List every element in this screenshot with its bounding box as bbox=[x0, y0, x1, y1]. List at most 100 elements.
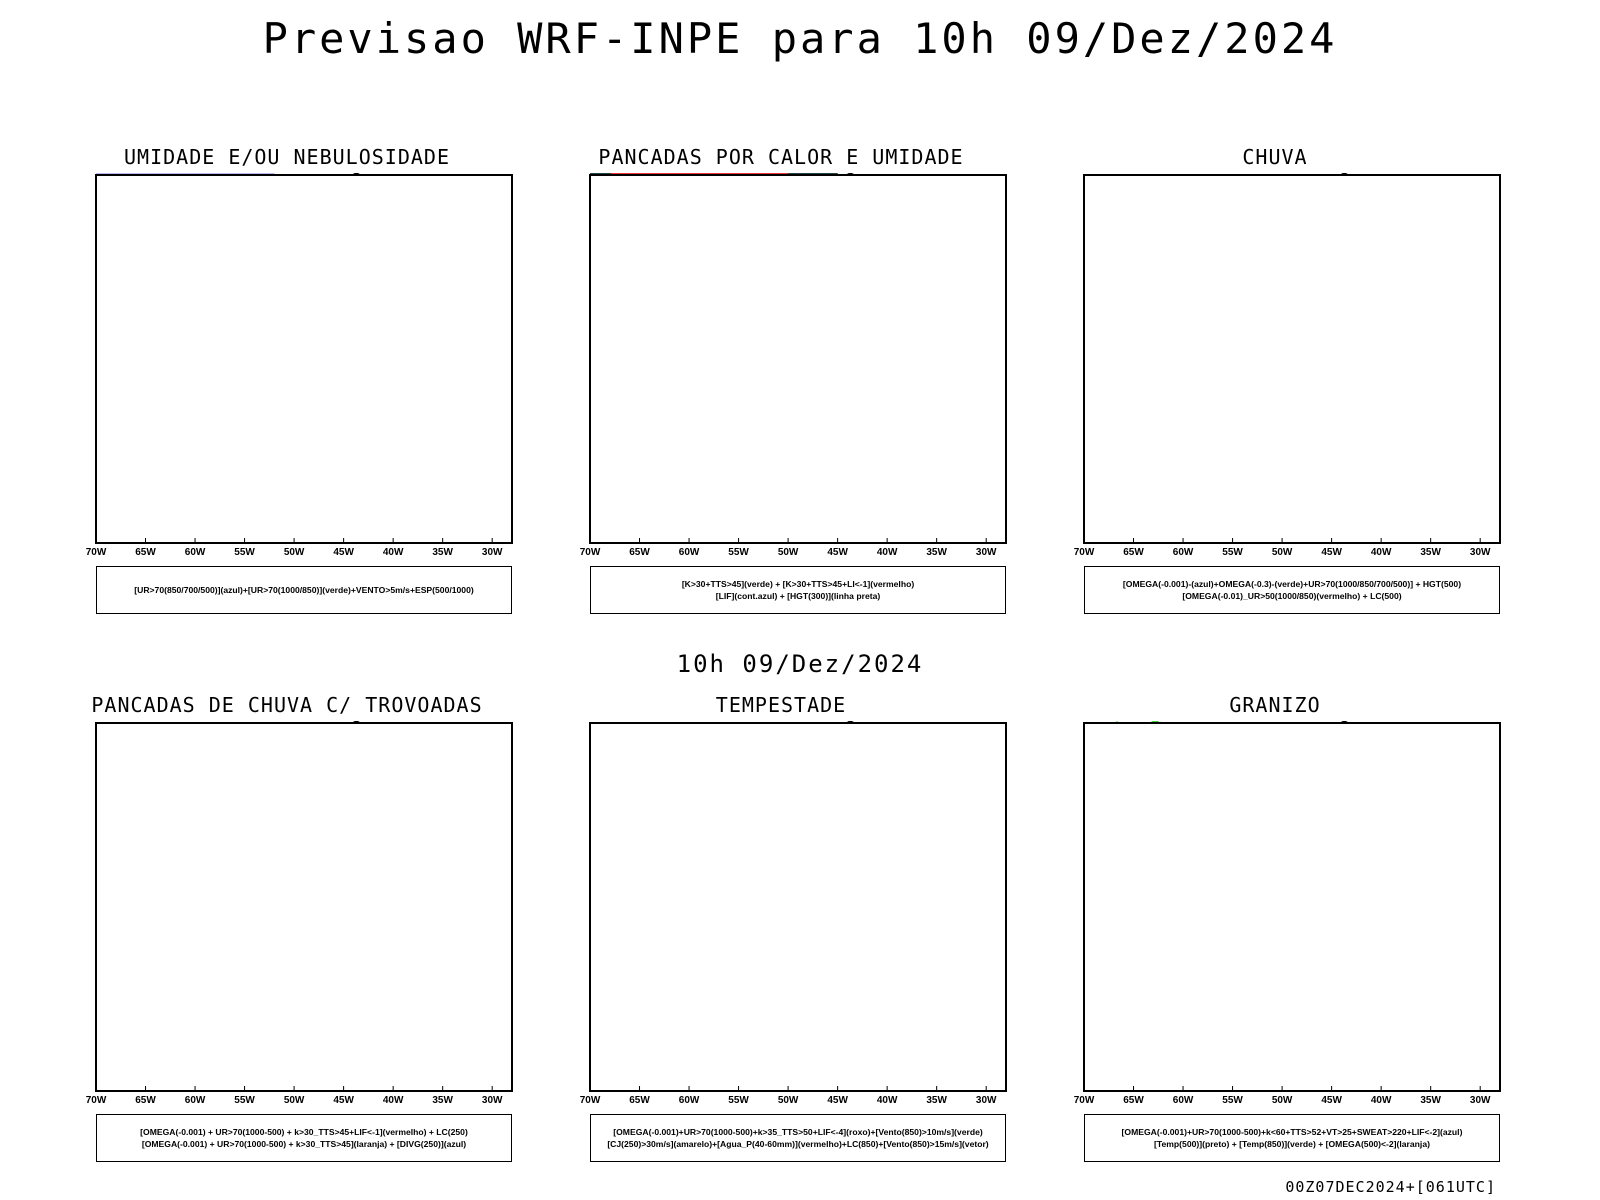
lon-tick-label: 40W bbox=[877, 1095, 898, 1106]
map-plot: 58558557957657357056756456155855512S15S1… bbox=[1040, 173, 1501, 558]
panel-title: GRANIZO bbox=[1229, 693, 1321, 717]
lon-tick-label: 55W bbox=[728, 1095, 749, 1106]
lon-tick-label: 65W bbox=[135, 547, 156, 558]
legend-line: [UR>70(850/700/500)](azul)+[UR>70(1000/8… bbox=[134, 585, 474, 595]
lon-tick-label: 65W bbox=[629, 1095, 650, 1106]
panel-title: UMIDADE E/OU NEBULOSIDADE bbox=[123, 145, 451, 169]
map-frame bbox=[95, 722, 513, 1092]
lon-tick-label: 60W bbox=[679, 1095, 700, 1106]
legend-line: [K>30+TTS>45](verde) + [K>30+TTS>45+LI<-… bbox=[681, 579, 915, 589]
panel-title: TEMPESTADE bbox=[715, 693, 847, 717]
lon-tick-label: 50W bbox=[778, 1095, 799, 1106]
lon-tick-label: 30W bbox=[482, 1095, 503, 1106]
lon-tick-label: 70W bbox=[1074, 547, 1095, 558]
lon-tick-label: 55W bbox=[728, 547, 749, 558]
lon-tick-label: 70W bbox=[86, 547, 107, 558]
coastline-west bbox=[546, 173, 590, 233]
map-plot: 12S15S18S21S24S27S30S33S36S39S42S70W65W6… bbox=[52, 721, 513, 1106]
lon-tick-label: 35W bbox=[432, 547, 453, 558]
lon-tick-label: 45W bbox=[1321, 1095, 1342, 1106]
panel-title: PANCADAS DE CHUVA C/ TROVOADAS bbox=[91, 693, 483, 717]
lon-tick-label: 40W bbox=[1371, 547, 1392, 558]
map-plot: 9600952094409360928092009600952094409360… bbox=[546, 173, 1007, 558]
coastline-west bbox=[1040, 721, 1084, 781]
map-plot: 4040405012S15S18S21S24S27S30S33S36S39S42… bbox=[546, 721, 1007, 1106]
panel-tempestade: TEMPESTADE 4040405012S15S18S21S24S27S30S… bbox=[546, 693, 1016, 1162]
lon-tick-label: 70W bbox=[1074, 1095, 1095, 1106]
panel-legend: [K>30+TTS>45](verde) + [K>30+TTS>45+LI<-… bbox=[590, 566, 1006, 614]
legend-line: [OMEGA(-0.001)+UR>70(1000-500)+k<60+TTS>… bbox=[1121, 1127, 1463, 1137]
lon-tick-label: 30W bbox=[976, 1095, 997, 1106]
lon-tick-label: 35W bbox=[432, 1095, 453, 1106]
lon-tick-label: 45W bbox=[333, 1095, 354, 1106]
lon-tick-label: 40W bbox=[877, 547, 898, 558]
map-frame bbox=[589, 174, 1007, 544]
lon-tick-label: 35W bbox=[1420, 1095, 1441, 1106]
panel-umidade: UMIDADE E/OU NEBULOSIDADE 10121012101210… bbox=[52, 145, 522, 614]
legend-line: [OMEGA(-0.001)-(azul)+OMEGA(-0.3)-(verde… bbox=[1122, 579, 1462, 589]
lon-tick-label: 35W bbox=[1420, 547, 1441, 558]
legend-line: [OMEGA(-0.001) + UR>70(1000-500) + k>30_… bbox=[141, 1139, 467, 1149]
legend-line: [OMEGA(-0.01)_UR>50(1000/850)(vermelho) … bbox=[1182, 591, 1402, 601]
lon-tick-label: 60W bbox=[1173, 547, 1194, 558]
lon-tick-label: 40W bbox=[1371, 1095, 1392, 1106]
main-title: Previsao WRF-INPE para 10h 09/Dez/2024 bbox=[262, 14, 1338, 63]
panel-granizo: GRANIZO -15-15-15-12-18-21151212S15S18S2… bbox=[1040, 693, 1510, 1162]
map-frame bbox=[589, 722, 1007, 1092]
lon-tick-label: 65W bbox=[1123, 1095, 1144, 1106]
lon-tick-label: 55W bbox=[1222, 547, 1243, 558]
lon-tick-label: 35W bbox=[926, 547, 947, 558]
map-plot: -15-15-15-12-18-21151212S15S18S21S24S27S… bbox=[1040, 721, 1501, 1106]
panel-title: PANCADAS POR CALOR E UMIDADE bbox=[598, 145, 964, 169]
lon-tick-label: 65W bbox=[629, 547, 650, 558]
panel-chuva: CHUVA 5855855795765735705675645615585551… bbox=[1040, 145, 1510, 614]
lon-tick-label: 45W bbox=[827, 1095, 848, 1106]
panel-pancadas-trovoadas: PANCADAS DE CHUVA C/ TROVOADAS 12S15S18S… bbox=[52, 693, 522, 1162]
panel-legend: [OMEGA(-0.001)-(azul)+OMEGA(-0.3)-(verde… bbox=[1084, 566, 1500, 614]
lon-tick-label: 40W bbox=[383, 547, 404, 558]
lon-tick-label: 30W bbox=[482, 547, 503, 558]
lon-tick-label: 55W bbox=[234, 1095, 255, 1106]
lon-tick-label: 40W bbox=[383, 1095, 404, 1106]
lon-tick-label: 60W bbox=[1173, 1095, 1194, 1106]
legend-line: [OMEGA(-0.001) + UR>70(1000-500) + k>30_… bbox=[140, 1127, 468, 1137]
lon-tick-label: 55W bbox=[1222, 1095, 1243, 1106]
legend-line: [CJ(250)>30m/s](amarelo)+[Agua_P(40-60mm… bbox=[607, 1139, 989, 1149]
lon-tick-label: 70W bbox=[86, 1095, 107, 1106]
map-frame bbox=[95, 174, 513, 544]
coastline-west bbox=[52, 173, 96, 233]
lon-tick-label: 50W bbox=[1272, 547, 1293, 558]
lon-tick-label: 30W bbox=[1470, 1095, 1491, 1106]
panel-pancadas-calor: PANCADAS POR CALOR E UMIDADE 96009520944… bbox=[546, 145, 1016, 614]
map-frame bbox=[1083, 722, 1501, 1092]
forecast-run-label: 00Z07DEC2024+[061UTC] bbox=[1285, 1178, 1496, 1196]
panel-legend: [OMEGA(-0.001)+UR>70(1000-500)+k>35_TTS>… bbox=[590, 1114, 1006, 1162]
coastline-west bbox=[1040, 173, 1084, 233]
lon-tick-label: 55W bbox=[234, 547, 255, 558]
lon-tick-label: 70W bbox=[580, 547, 601, 558]
panel-legend: [UR>70(850/700/500)](azul)+[UR>70(1000/8… bbox=[96, 566, 512, 614]
lon-tick-label: 50W bbox=[778, 547, 799, 558]
lon-tick-label: 60W bbox=[679, 547, 700, 558]
mid-date-label: 10h 09/Dez/2024 bbox=[676, 650, 924, 678]
lon-tick-label: 60W bbox=[185, 547, 206, 558]
lon-tick-label: 45W bbox=[1321, 547, 1342, 558]
lon-tick-label: 65W bbox=[135, 1095, 156, 1106]
coastline-west bbox=[52, 721, 96, 781]
lon-tick-label: 45W bbox=[827, 547, 848, 558]
lon-tick-label: 65W bbox=[1123, 547, 1144, 558]
lon-tick-label: 70W bbox=[580, 1095, 601, 1106]
lon-tick-label: 30W bbox=[976, 547, 997, 558]
panel-legend: [OMEGA(-0.001)+UR>70(1000-500)+k<60+TTS>… bbox=[1084, 1114, 1500, 1162]
coastline-west bbox=[546, 721, 590, 781]
lon-tick-label: 50W bbox=[284, 1095, 305, 1106]
panel-legend: [OMEGA(-0.001) + UR>70(1000-500) + k>30_… bbox=[96, 1114, 512, 1162]
lon-tick-label: 60W bbox=[185, 1095, 206, 1106]
legend-line: [LIF](cont.azul) + [HGT(300)](linha pret… bbox=[715, 591, 881, 601]
lon-tick-label: 50W bbox=[284, 547, 305, 558]
lon-tick-label: 50W bbox=[1272, 1095, 1293, 1106]
map-plot: 1012101210121016101610201020576570564552… bbox=[52, 173, 513, 558]
panel-title: CHUVA bbox=[1242, 145, 1308, 169]
legend-line: [Temp(500)](preto) + [Temp(850)](verde) … bbox=[1154, 1139, 1430, 1149]
map-frame bbox=[1083, 174, 1501, 544]
